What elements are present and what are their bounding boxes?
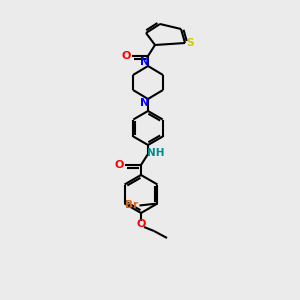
Text: O: O <box>136 219 146 229</box>
Text: S: S <box>186 38 194 48</box>
Text: NH: NH <box>147 148 165 158</box>
Text: O: O <box>121 51 131 61</box>
Text: N: N <box>140 57 150 67</box>
Text: N: N <box>140 98 150 108</box>
Text: Br: Br <box>125 200 138 211</box>
Text: O: O <box>114 160 124 170</box>
